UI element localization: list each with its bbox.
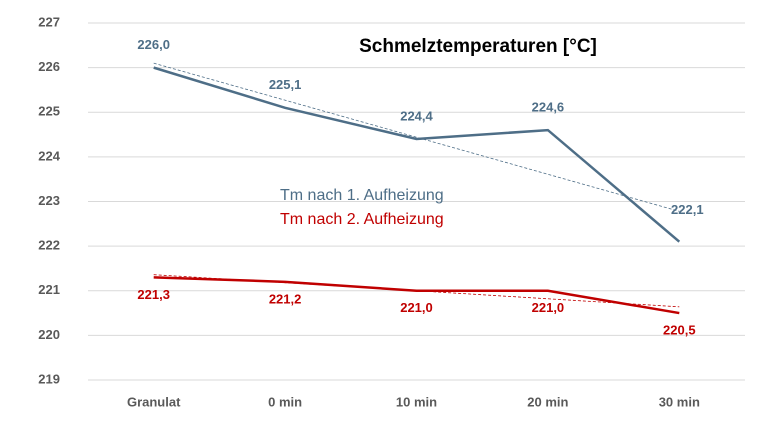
value-label: 224,6: [532, 100, 565, 115]
y-tick-label: 223: [38, 193, 60, 208]
y-tick-label: 221: [38, 282, 60, 297]
x-tick-label: 20 min: [527, 394, 568, 409]
x-tick-label: Granulat: [127, 394, 181, 409]
x-tick-label: 0 min: [268, 394, 302, 409]
value-label: 220,5: [663, 323, 696, 338]
value-label: 225,1: [269, 77, 302, 92]
value-label: 221,0: [532, 300, 565, 315]
y-tick-label: 219: [38, 371, 60, 386]
value-label: 226,0: [137, 37, 170, 52]
y-tick-label: 220: [38, 327, 60, 342]
series-line: [153, 66, 681, 243]
value-label: 221,3: [137, 287, 170, 302]
legend-entry: Tm nach 2. Aufheizung: [280, 211, 444, 228]
trendline: [153, 62, 680, 212]
series-line: [153, 276, 680, 315]
y-tick-label: 225: [38, 104, 60, 119]
y-tick-label: 222: [38, 238, 60, 253]
x-tick-label: 30 min: [659, 394, 700, 409]
legend-entry: Tm nach 1. Aufheizung: [280, 187, 444, 204]
value-label: 224,4: [400, 108, 433, 123]
x-tick-label: 10 min: [396, 394, 437, 409]
chart-title: Schmelztemperaturen [°C]: [359, 36, 597, 57]
value-label: 222,1: [671, 202, 704, 217]
y-tick-label: 224: [38, 148, 60, 163]
value-label: 221,2: [269, 291, 302, 306]
value-label: 221,0: [400, 300, 433, 315]
y-tick-label: 226: [38, 59, 60, 74]
y-tick-label: 227: [38, 14, 60, 29]
